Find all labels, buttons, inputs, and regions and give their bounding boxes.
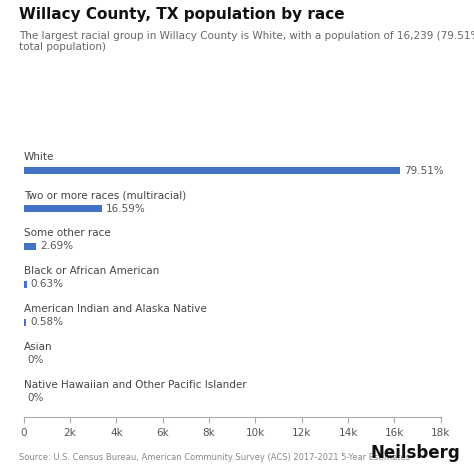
Text: 0.63%: 0.63% xyxy=(30,279,64,290)
Bar xyxy=(24,319,27,326)
Text: Native Hawaiian and Other Pacific Islander: Native Hawaiian and Other Pacific Island… xyxy=(24,380,246,390)
Bar xyxy=(24,205,102,212)
Text: 0%: 0% xyxy=(27,393,44,403)
Text: Some other race: Some other race xyxy=(24,228,110,238)
Bar xyxy=(24,167,400,174)
Bar xyxy=(24,281,27,288)
Text: Willacy County, TX population by race: Willacy County, TX population by race xyxy=(19,7,345,22)
Text: 2.69%: 2.69% xyxy=(40,241,73,252)
Text: Source: U.S. Census Bureau, American Community Survey (ACS) 2017-2021 5-Year Est: Source: U.S. Census Bureau, American Com… xyxy=(19,453,410,462)
Text: American Indian and Alaska Native: American Indian and Alaska Native xyxy=(24,304,207,314)
Text: White: White xyxy=(24,152,54,162)
Text: Black or African American: Black or African American xyxy=(24,266,159,276)
Text: Asian: Asian xyxy=(24,342,52,352)
Text: The largest racial group in Willacy County is White, with a population of 16,239: The largest racial group in Willacy Coun… xyxy=(19,31,474,53)
Text: 0%: 0% xyxy=(27,355,44,365)
Text: 16.59%: 16.59% xyxy=(106,203,146,214)
Bar xyxy=(24,243,36,250)
Text: 79.51%: 79.51% xyxy=(404,165,444,176)
Text: Two or more races (multiracial): Two or more races (multiracial) xyxy=(24,190,186,200)
Text: 0.58%: 0.58% xyxy=(30,317,63,328)
Text: Neilsberg: Neilsberg xyxy=(370,444,460,462)
